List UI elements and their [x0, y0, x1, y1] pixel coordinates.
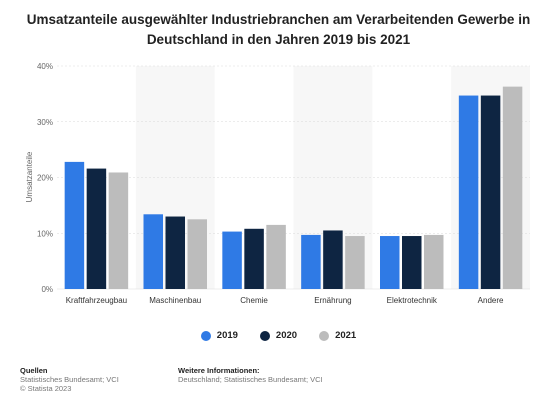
- info-text: Deutschland; Statistisches Bundesamt; VC…: [178, 375, 323, 384]
- x-tick-label: Chemie: [240, 296, 268, 305]
- legend-item[interactable]: 2021: [319, 330, 356, 341]
- y-tick-label: 10%: [37, 229, 53, 238]
- y-tick-label: 20%: [37, 174, 53, 183]
- bar-2019[interactable]: [380, 236, 400, 289]
- legend-swatch: [259, 330, 270, 341]
- y-tick-label: 40%: [37, 62, 53, 71]
- y-tick-label: 30%: [37, 118, 53, 127]
- y-tick-label: 0%: [41, 285, 53, 294]
- copyright-text: © Statista 2023: [20, 384, 72, 393]
- legend: 2019 2020 2021: [0, 330, 557, 341]
- bar-2021[interactable]: [187, 219, 208, 289]
- x-tick-label: Andere: [478, 296, 504, 305]
- bar-2019[interactable]: [143, 214, 164, 289]
- y-axis-label: Umsatzanteile: [25, 151, 34, 202]
- bar-2020[interactable]: [86, 168, 107, 289]
- sources-text: Statistisches Bundesamt; VCI: [20, 375, 119, 384]
- x-tick-label: Kraftfahrzeugbau: [66, 296, 127, 305]
- legend-item[interactable]: 2020: [259, 330, 298, 341]
- info-heading: Weitere Informationen:: [178, 366, 260, 375]
- x-tick-label: Elektrotechnik: [387, 296, 438, 305]
- sources-block: Quellen Statistisches Bundesamt; VCI © S…: [20, 366, 119, 393]
- bar-2020[interactable]: [480, 95, 501, 289]
- legend-label: 2020: [275, 330, 298, 341]
- bar-2020[interactable]: [323, 230, 343, 289]
- bar-2021[interactable]: [266, 224, 286, 289]
- x-tick-label: Ernährung: [314, 296, 351, 305]
- bar-2019[interactable]: [458, 95, 479, 289]
- legend-label: 2021: [335, 330, 357, 341]
- bar-2019[interactable]: [222, 231, 242, 289]
- bar-2021[interactable]: [502, 86, 523, 289]
- bar-2020[interactable]: [165, 216, 186, 289]
- bar-2021[interactable]: [345, 236, 365, 289]
- bar-2019[interactable]: [301, 234, 321, 289]
- legend-label: 2019: [216, 330, 238, 341]
- bar-2021[interactable]: [424, 234, 444, 289]
- bar-2019[interactable]: [64, 161, 85, 289]
- legend-swatch: [319, 330, 330, 341]
- legend-swatch: [200, 330, 211, 341]
- sources-heading: Quellen: [20, 366, 48, 375]
- x-tick-label: Maschinenbau: [149, 296, 201, 305]
- bar-2020[interactable]: [244, 228, 264, 289]
- bar-2021[interactable]: [108, 172, 129, 289]
- bar-2020[interactable]: [402, 236, 422, 289]
- chart-title: Umsatzanteile ausgewählter Industriebran…: [26, 12, 531, 47]
- legend-item[interactable]: 2019: [200, 330, 238, 341]
- info-block: Weitere Informationen: Deutschland; Stat…: [178, 366, 323, 384]
